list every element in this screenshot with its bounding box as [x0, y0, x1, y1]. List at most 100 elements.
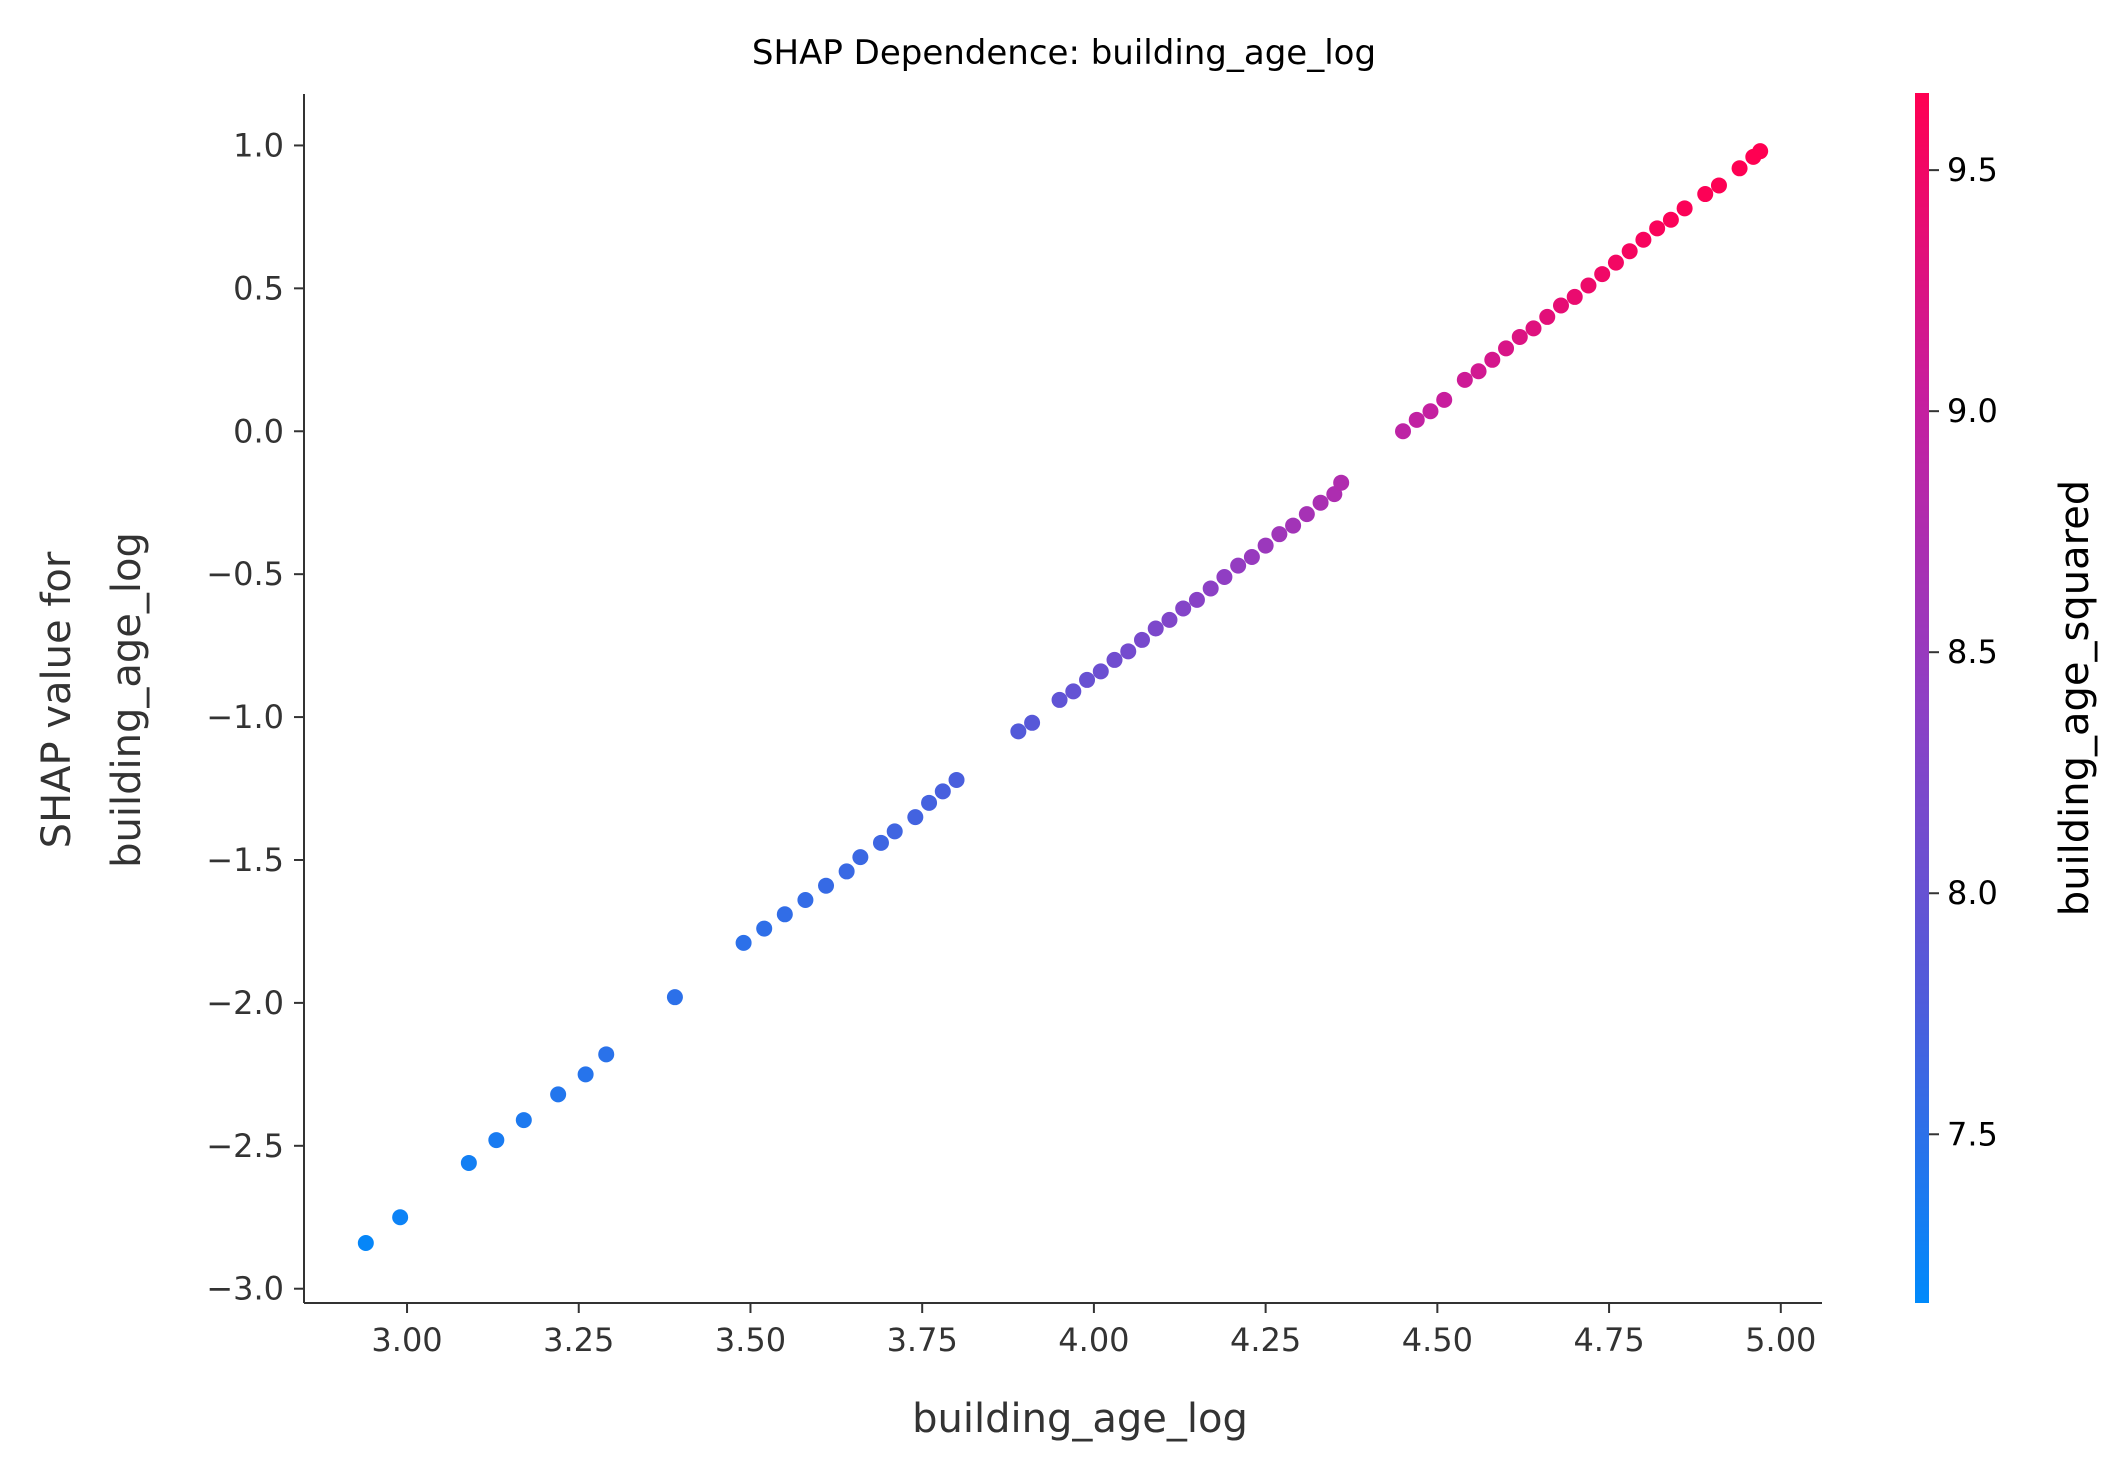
chart-title: SHAP Dependence: building_age_log	[752, 33, 1376, 73]
scatter-point	[1566, 288, 1583, 305]
scatter-point	[776, 906, 793, 923]
scatter-point	[1498, 340, 1515, 357]
scatter-point	[838, 863, 855, 880]
scatter-point	[886, 823, 903, 840]
scatter-point	[1161, 611, 1178, 628]
x-tick-label: 3.50	[715, 1321, 786, 1359]
scatter-point	[1662, 211, 1679, 228]
x-axis-label: building_age_log	[912, 1396, 1248, 1442]
colorbar-tick-label: 7.5	[1947, 1115, 1998, 1153]
scatter-point	[1580, 277, 1597, 294]
scatter-point	[1285, 517, 1302, 534]
scatter-point	[1408, 411, 1425, 428]
scatter-point	[1133, 631, 1150, 648]
scatter-point	[1676, 200, 1693, 217]
scatter-point	[797, 892, 814, 908]
colorbar: 7.5 8.0 8.5 9.0 9.5 building_age_squared	[1915, 93, 2098, 1303]
scatter-point	[1456, 371, 1473, 388]
y-tick-label: −3.0	[206, 1270, 284, 1308]
x-tick-label: 4.00	[1058, 1321, 1129, 1359]
scatter-point	[1175, 600, 1192, 617]
colorbar-label: building_age_squared	[2052, 480, 2098, 916]
scatter-point	[735, 934, 752, 951]
y-tick-label: −2.5	[206, 1127, 284, 1165]
scatter-point	[1635, 231, 1652, 248]
scatter-point	[392, 1209, 409, 1226]
y-tick-label: 0.0	[233, 412, 284, 450]
scatter-point	[1621, 243, 1638, 260]
scatter-point	[1024, 714, 1041, 731]
scatter-point	[1484, 351, 1501, 368]
y-tick-label: −2.0	[206, 984, 284, 1022]
scatter-point	[515, 1112, 532, 1129]
y-axis-label: SHAP value for building_age_log	[34, 532, 150, 868]
colorbar-tick-label: 9.0	[1947, 392, 1998, 430]
scatter-point	[1395, 423, 1412, 440]
scatter-point	[1649, 220, 1666, 237]
scatter-point	[1106, 651, 1123, 668]
scatter-point	[1188, 591, 1205, 608]
scatter-point	[1422, 403, 1439, 420]
y-tick-label: −1.0	[206, 698, 284, 736]
x-tick-label: 4.50	[1402, 1321, 1473, 1359]
scatter-point	[357, 1234, 374, 1251]
scatter-point	[1525, 320, 1542, 337]
scatter-point	[1147, 620, 1164, 637]
y-tick-label: 0.5	[233, 269, 284, 307]
scatter-point	[1065, 683, 1082, 700]
scatter-point	[1271, 526, 1288, 543]
scatter-point	[1312, 494, 1329, 511]
colorbar-tick-label: 8.5	[1947, 633, 1998, 671]
scatter-point	[1436, 391, 1453, 408]
scatter-point	[818, 877, 835, 894]
scatter-point	[1257, 537, 1274, 554]
x-tick-label: 5.00	[1745, 1321, 1816, 1359]
scatter-point	[1710, 177, 1727, 194]
scatter-point	[921, 794, 938, 811]
scatter-point	[1333, 474, 1350, 491]
scatter-point	[1607, 254, 1624, 271]
scatter-point	[1552, 297, 1569, 314]
scatter-point	[1230, 557, 1247, 574]
x-tick-label: 3.75	[887, 1321, 958, 1359]
y-axis-label-line-2: building_age_log	[104, 532, 150, 868]
scatter-point	[577, 1066, 594, 1083]
x-tick-label: 4.25	[1230, 1321, 1301, 1359]
scatter-point	[1051, 691, 1068, 708]
y-axis-label-line-1: SHAP value for	[34, 551, 80, 848]
scatter-point	[1092, 663, 1109, 680]
y-tick-label: 1.0	[233, 126, 284, 164]
scatter-point	[1243, 549, 1260, 566]
x-ticks: 3.00 3.25 3.50 3.75 4.00 4.25 4.50 4.75 5.00	[371, 1303, 1816, 1359]
scatter-point	[460, 1154, 477, 1171]
scatter-point	[907, 809, 924, 826]
scatter-point	[1539, 308, 1556, 325]
scatter-point	[1594, 266, 1611, 283]
scatter-point	[948, 771, 965, 788]
scatter-point	[1731, 160, 1748, 177]
scatter-point	[852, 849, 869, 866]
scatter-point	[756, 920, 773, 937]
scatter-point	[550, 1086, 567, 1103]
scatter-point	[1511, 328, 1528, 345]
y-tick-label: −0.5	[206, 555, 284, 593]
x-tick-label: 3.25	[543, 1321, 614, 1359]
colorbar-tick-label: 9.5	[1947, 151, 1998, 189]
scatter-point	[666, 989, 683, 1006]
scatter-point	[872, 834, 889, 851]
scatter-point	[1697, 186, 1714, 203]
scatter-point	[1079, 671, 1096, 688]
scatter-point	[598, 1046, 615, 1063]
y-tick-label: −1.5	[206, 841, 284, 879]
colorbar-ticks: 7.5 8.0 8.5 9.0 9.5	[1929, 151, 1998, 1153]
scatter-point	[1752, 143, 1769, 160]
scatter-point	[1470, 363, 1487, 380]
colorbar-tick-label: 8.0	[1947, 874, 1998, 912]
scatter-point	[488, 1132, 505, 1149]
y-ticks: −3.0 −2.5 −2.0 −1.5 −1.0 −0.5 0.0 0.5 1.0	[206, 126, 304, 1308]
x-tick-label: 3.00	[371, 1321, 442, 1359]
scatter-point	[1010, 723, 1027, 740]
colorbar-gradient	[1915, 93, 1929, 1303]
scatter-points	[357, 143, 1769, 1251]
